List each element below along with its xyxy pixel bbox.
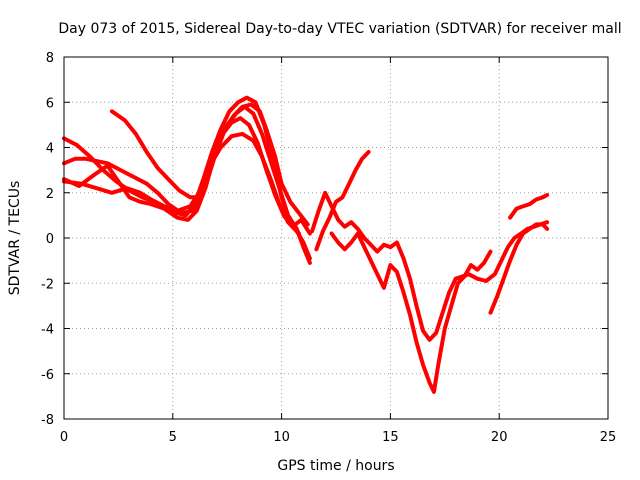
y-tick-label: 4 — [46, 142, 54, 157]
y-tick-label: -8 — [41, 413, 54, 428]
y-axis-label: SDTVAR / TECUs — [7, 181, 23, 296]
x-tick-label: 10 — [273, 430, 290, 445]
x-tick-label: 20 — [491, 430, 508, 445]
y-tick-label: -4 — [41, 323, 54, 338]
y-tick-label: 2 — [46, 187, 54, 202]
series-track-6 — [310, 190, 550, 342]
axis-ticks — [63, 56, 609, 420]
x-tick-label: 0 — [60, 430, 68, 445]
series-layer — [62, 95, 550, 394]
x-axis-label: GPS time / hours — [277, 458, 394, 474]
y-tick-label: -2 — [41, 277, 54, 292]
series-track-9 — [488, 222, 550, 315]
series-track-10 — [508, 193, 550, 220]
y-tick-label: 8 — [46, 51, 54, 66]
x-tick-label: 15 — [382, 430, 399, 445]
y-tick-label: 6 — [46, 96, 54, 111]
x-tick-label: 25 — [600, 430, 617, 445]
x-tick-label: 5 — [169, 430, 177, 445]
x-tick-labels: 0 5 10 15 20 25 — [60, 430, 616, 445]
y-tick-labels: -8 -6 -4 -2 0 2 4 6 8 — [41, 51, 54, 428]
y-tick-label: 0 — [46, 232, 54, 247]
y-tick-label: -6 — [41, 368, 54, 383]
series-track-8 — [329, 231, 493, 394]
series-track-7 — [314, 150, 371, 252]
chart-title: Day 073 of 2015, Sidereal Day-to-day VTE… — [58, 21, 621, 37]
series-track-5 — [109, 102, 310, 227]
